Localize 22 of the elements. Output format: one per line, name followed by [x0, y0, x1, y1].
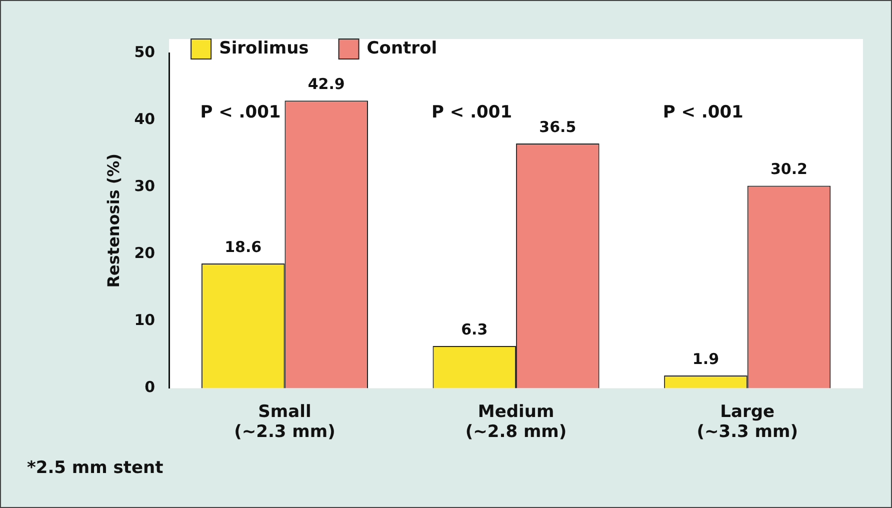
annotation: P < .001: [200, 102, 281, 122]
annotation: P < .001: [432, 102, 512, 122]
data-label: 1.9: [692, 350, 719, 368]
data-label: 30.2: [770, 160, 808, 178]
y-tick-label: 30: [134, 176, 156, 195]
y-tick-label: 50: [134, 42, 156, 61]
legend-label: Sirolimus: [219, 38, 309, 58]
data-label: 42.9: [308, 74, 345, 93]
data-label: 18.6: [224, 238, 262, 256]
y-tick-label: 10: [134, 311, 156, 330]
y-tick-label: 20: [134, 244, 156, 262]
data-label: 6.3: [461, 320, 488, 338]
y-axis-title: Restenosis (%): [104, 153, 123, 288]
y-tick-label: 40: [134, 110, 156, 128]
data-label: 36.5: [539, 118, 576, 136]
annotation: P < .001: [662, 102, 744, 122]
x-tick-label: Small (~2.3 mm): [234, 402, 336, 442]
x-tick-label: Large (~3.3 mm): [696, 402, 798, 442]
y-tick-label: 0: [144, 378, 156, 396]
legend-label: Control: [366, 38, 438, 58]
text: *2.5 mm stent: [27, 458, 164, 478]
x-tick-label: Medium (~2.8 mm): [465, 402, 567, 442]
